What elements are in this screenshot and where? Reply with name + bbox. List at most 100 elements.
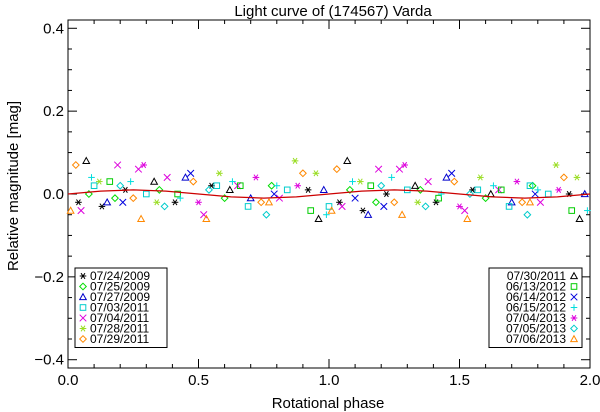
legend-label: 07/04/2013 [506, 311, 566, 325]
series-07-27-2009 [103, 173, 589, 218]
legend-marker [79, 304, 87, 311]
data-point [149, 177, 159, 185]
data-point [397, 210, 407, 218]
x-tick-label: 0.0 [58, 372, 79, 389]
data-point [66, 206, 75, 214]
data-point [584, 207, 591, 214]
data-point [364, 210, 373, 218]
series-07-30-2011 [82, 156, 584, 222]
data-point [244, 203, 252, 210]
series-07-04-2013 [140, 161, 562, 210]
data-point [465, 189, 474, 199]
data-point [380, 202, 388, 211]
data-point [283, 186, 291, 194]
legend-label: 06/14/2012 [506, 290, 566, 304]
series-07-25-2009 [84, 181, 537, 207]
data-point [291, 157, 299, 164]
series-07-29-2011 [71, 160, 568, 207]
data-point [421, 202, 430, 211]
data-point [349, 178, 356, 185]
data-point [490, 182, 497, 190]
data-point [559, 173, 568, 182]
data-point [174, 190, 181, 198]
data-point [264, 197, 274, 206]
y-tick-label: 0.4 [43, 20, 64, 37]
data-point [307, 207, 315, 214]
legend-label: 06/13/2012 [506, 280, 566, 294]
data-point [90, 182, 98, 190]
legend-label: 07/29/2011 [90, 332, 149, 346]
legend-marker [570, 314, 578, 322]
data-point [395, 165, 404, 173]
data-point [327, 206, 336, 214]
data-point [213, 182, 221, 190]
data-point [82, 156, 91, 164]
data-point [505, 203, 513, 210]
data-point [338, 202, 346, 211]
y-tick-label: 0.2 [43, 103, 64, 120]
legend-label: 07/30/2011 [507, 269, 566, 283]
legend-marker [79, 314, 87, 322]
data-point [410, 181, 420, 189]
data-point [129, 194, 138, 203]
data-point [75, 199, 82, 206]
data-point [189, 177, 198, 186]
data-point [225, 185, 234, 193]
data-point [319, 185, 328, 193]
x-tick-label: 1.0 [319, 372, 340, 389]
data-point [142, 190, 150, 198]
data-point [456, 203, 463, 210]
legend-label: 07/06/2013 [506, 332, 566, 346]
data-point [312, 170, 320, 177]
data-point [181, 173, 190, 181]
y-tick-label: −0.2 [34, 269, 64, 286]
legend-marker [79, 272, 87, 280]
x-tick-label: 0.5 [188, 372, 209, 389]
data-point [252, 174, 260, 181]
data-point [195, 199, 202, 206]
data-point [345, 185, 354, 194]
fit-curve [67, 189, 591, 199]
legend-right: 07/30/201106/13/201206/14/201206/15/2012… [488, 267, 583, 348]
legend-left: 07/24/200907/25/200907/27/200907/03/2011… [74, 267, 168, 348]
data-point [71, 160, 80, 170]
data-point [116, 181, 125, 190]
series-07-28-2011 [96, 157, 581, 206]
data-point [273, 182, 281, 190]
data-point [536, 198, 545, 206]
legend-label: 07/28/2011 [90, 322, 149, 336]
data-point [257, 198, 266, 207]
data-point [463, 214, 472, 222]
data-point [351, 194, 359, 202]
data-point [323, 211, 330, 219]
data-point [163, 173, 171, 182]
data-point [357, 178, 364, 185]
data-point [314, 214, 323, 222]
data-point [552, 161, 560, 169]
data-point [113, 161, 122, 169]
data-point [160, 202, 169, 211]
data-point [127, 178, 134, 185]
y-tick-label: 0.0 [43, 186, 64, 203]
data-point [88, 174, 95, 181]
data-point [343, 156, 352, 164]
legend-marker [569, 324, 579, 333]
data-point [134, 165, 143, 173]
data-point [216, 170, 223, 177]
data-point [359, 207, 367, 214]
data-point [486, 189, 495, 198]
series-07-05-2013 [116, 181, 532, 219]
data-point [262, 210, 271, 219]
data-point [110, 194, 119, 203]
legend-label: 07/05/2013 [506, 322, 566, 336]
data-point [229, 178, 236, 185]
legend-label: 07/03/2011 [90, 301, 149, 315]
data-point [304, 186, 312, 193]
data-point [526, 182, 534, 190]
legend-label: 07/25/2009 [90, 280, 150, 294]
data-point [377, 181, 386, 190]
data-point [367, 182, 375, 190]
y-tick-label: −0.4 [34, 352, 64, 369]
legend-label: 06/15/2012 [506, 301, 566, 315]
data-point [136, 214, 146, 222]
